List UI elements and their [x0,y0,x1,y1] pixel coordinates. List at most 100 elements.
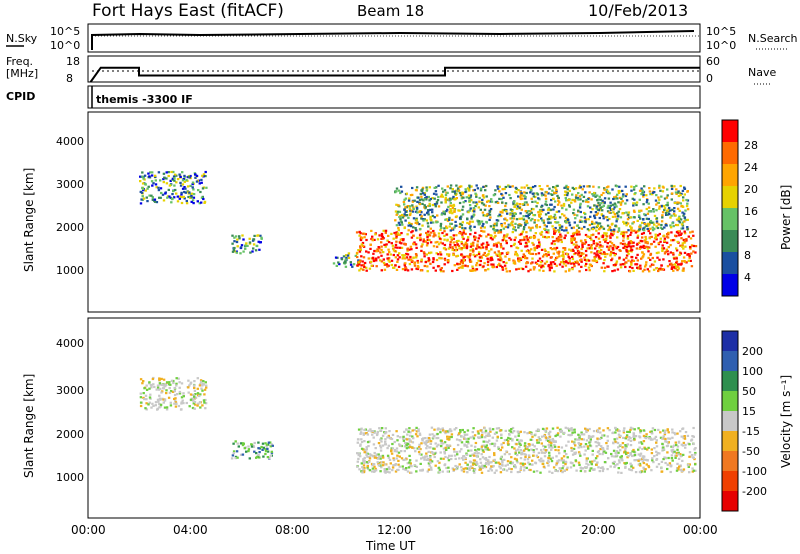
range-cell [423,218,426,221]
range-cell [673,257,676,260]
range-cell [680,237,683,240]
range-cell [410,268,414,271]
range-cell [471,265,474,268]
range-cell [665,204,668,207]
range-cell [474,269,477,272]
range-cell [442,210,446,213]
range-cell [411,186,414,190]
range-cell [356,255,359,259]
range-cell [518,233,521,236]
range-cell [645,463,648,466]
range-cell [614,195,618,198]
range-cell [408,221,411,224]
range-cell [603,266,607,269]
range-cell [501,188,504,191]
range-cell [397,463,400,466]
range-cell [444,248,448,251]
range-cell [632,434,635,437]
range-cell [447,247,451,250]
range-cell [629,439,633,442]
range-cell [595,260,598,263]
range-cell [564,264,568,267]
range-cell [178,174,182,177]
range-cell [674,266,677,269]
range-cell [523,254,526,258]
range-cell [621,442,625,445]
range-cell [180,408,183,411]
range-cell [600,445,603,448]
range-cell [557,459,561,462]
range-cell [568,205,571,208]
range-cell [490,461,493,464]
range-cell [480,187,483,190]
range-cell [374,257,378,260]
range-cell [451,237,454,240]
range-cell [470,242,473,245]
range-cell [423,213,426,216]
range-cell [651,256,654,260]
range-cell [404,458,407,461]
range-cell [192,196,196,199]
range-cell [464,190,467,194]
range-cell [504,235,507,238]
range-cell [642,461,646,465]
range-cell [504,225,507,228]
range-cell [479,458,482,461]
range-cell [415,459,418,462]
range-cell [513,457,517,460]
range-cell [609,250,613,254]
range-cell [524,265,528,268]
range-cell [659,240,662,243]
range-cell [481,225,484,228]
range-cell [589,215,592,218]
range-cell [530,186,533,190]
range-cell [692,244,695,248]
range-cell [562,247,565,250]
range-cell [571,462,574,465]
range-cell [480,434,484,437]
range-cell [526,432,529,435]
range-cell [672,266,676,269]
range-cell [623,245,627,248]
range-cell [523,453,526,456]
range-cell [587,436,591,439]
range-cell [493,458,496,461]
range-cell [630,465,633,468]
range-cell [505,210,508,213]
range-cell [505,438,509,441]
range-cell [664,461,667,465]
range-cell [477,259,480,262]
range-cell [338,263,341,266]
range-cell [668,213,671,216]
range-cell [446,253,449,256]
range-cell [365,461,369,464]
range-cell [605,235,609,238]
range-cell [677,441,681,444]
range-cell [676,448,679,451]
range-cell [175,174,178,177]
range-cell [668,437,672,440]
range-cell [599,225,603,228]
range-cell [565,184,568,187]
range-cell [456,243,459,246]
range-cell [631,197,634,200]
range-cell [191,186,194,189]
range-cell [192,202,195,205]
range-cell [533,221,536,224]
range-cell [672,239,675,242]
range-cell [575,241,578,244]
range-cell [435,437,438,440]
range-cell [363,451,366,454]
range-cell [554,258,557,261]
range-cell [659,436,663,439]
range-cell [647,229,650,233]
range-cell [625,211,628,214]
range-cell [654,236,657,239]
range-cell [601,469,605,473]
range-cell [404,210,407,213]
range-cell [369,260,373,263]
range-cell [480,436,484,439]
range-cell [448,435,451,438]
range-cell [444,196,447,199]
range-cell [571,440,574,443]
